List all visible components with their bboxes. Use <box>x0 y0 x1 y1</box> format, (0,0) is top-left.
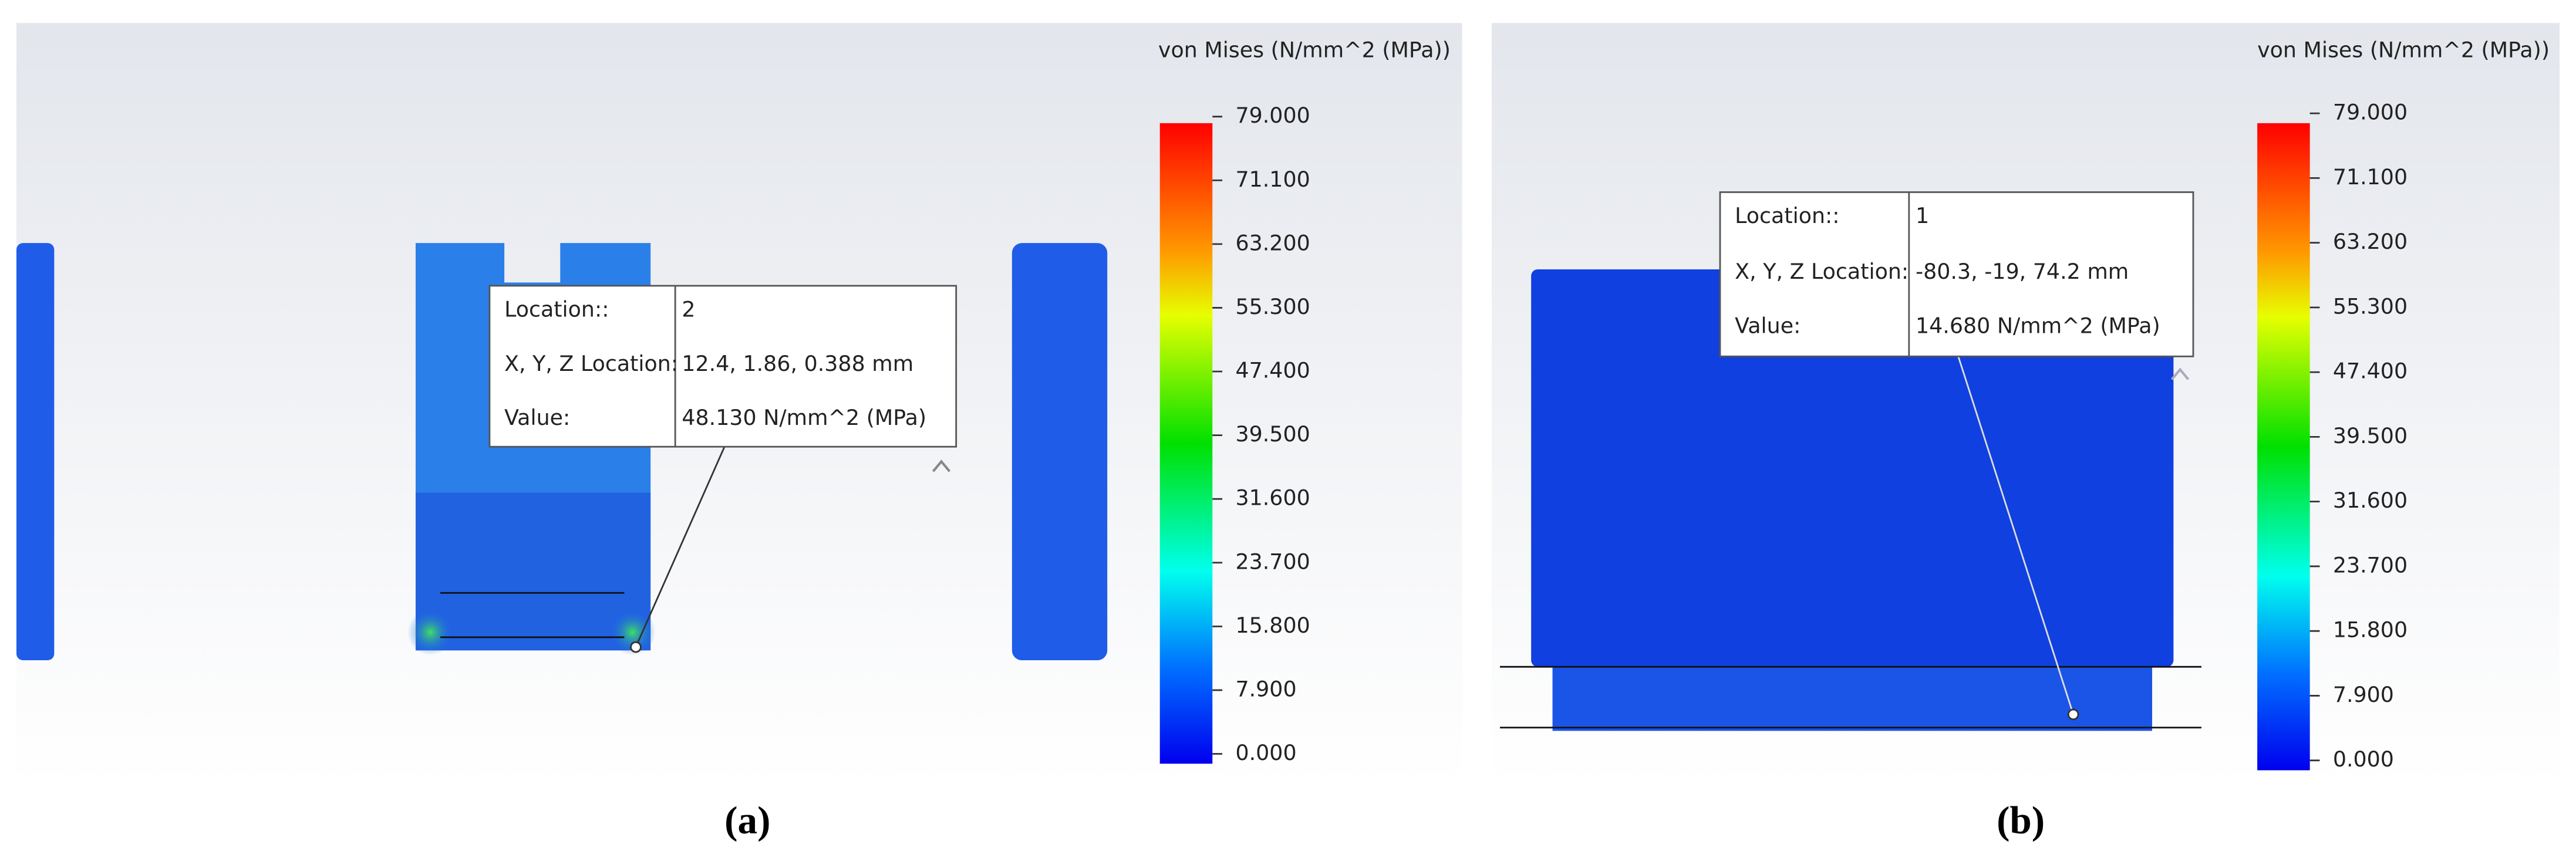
probe-point <box>630 641 642 653</box>
legend-label: 7.900 <box>2333 682 2394 707</box>
legend-label: 15.800 <box>2333 617 2408 643</box>
legend-label: 71.100 <box>1235 167 1310 192</box>
probe-value: -80.3, -19, 74.2 mm <box>1916 259 2129 284</box>
legend-title: von Mises (N/mm^2 (MPa)) <box>1158 37 1451 62</box>
probe-value: 12.4, 1.86, 0.388 mm <box>682 351 913 376</box>
probe-key: X, Y, Z Location: <box>1735 259 1909 284</box>
part <box>1552 667 2152 731</box>
probe-key: Value: <box>504 405 570 430</box>
probe-key: Value: <box>1735 313 1800 338</box>
legend-label: 31.600 <box>1235 485 1310 511</box>
caption: (a) <box>724 798 770 842</box>
caret <box>932 460 951 472</box>
probe-value: 1 <box>1916 203 1929 228</box>
probe-point <box>2067 708 2079 721</box>
probe-value: 2 <box>682 296 695 322</box>
caption: (b) <box>1997 798 2045 842</box>
legend-label: 55.300 <box>1235 294 1310 319</box>
legend-label: 47.400 <box>2333 359 2408 384</box>
legend-label: 0.000 <box>1235 740 1296 765</box>
legend-label: 79.000 <box>2333 100 2408 125</box>
probe-key: Location:: <box>504 296 609 322</box>
probe-value: 48.130 N/mm^2 (MPa) <box>682 405 926 430</box>
legend-label: 39.500 <box>1235 421 1310 447</box>
caret <box>2170 367 2190 380</box>
color-bar <box>1159 123 1213 764</box>
probe-key: Location:: <box>1735 203 1839 228</box>
legend-label: 63.200 <box>1235 230 1310 255</box>
legend-label: 23.700 <box>1235 549 1310 574</box>
legend-label: 39.500 <box>2333 423 2408 448</box>
probe-value: 14.680 N/mm^2 (MPa) <box>1916 313 2160 338</box>
probe-key: X, Y, Z Location: <box>504 351 678 376</box>
legend-label: 7.900 <box>1235 676 1296 701</box>
legend-label: 0.000 <box>2333 747 2394 772</box>
legend-label: 71.100 <box>2333 164 2408 190</box>
part <box>1011 243 1108 660</box>
legend-label: 15.800 <box>1235 613 1310 638</box>
part <box>16 243 55 660</box>
part <box>1531 269 2174 667</box>
probe-box <box>488 285 957 448</box>
legend-label: 31.600 <box>2333 488 2408 513</box>
hotspot <box>609 609 656 656</box>
legend-label: 23.700 <box>2333 552 2408 577</box>
legend-label: 79.000 <box>1235 103 1310 128</box>
legend-label: 63.200 <box>2333 229 2408 254</box>
probe-box <box>1719 191 2194 357</box>
leader <box>635 446 726 648</box>
legend-label: 47.400 <box>1235 358 1310 383</box>
legend-label: 55.300 <box>2333 293 2408 319</box>
color-bar <box>2257 123 2310 771</box>
legend-title: von Mises (N/mm^2 (MPa)) <box>2257 37 2550 62</box>
hotspot <box>407 609 454 656</box>
leader <box>1957 356 2075 715</box>
